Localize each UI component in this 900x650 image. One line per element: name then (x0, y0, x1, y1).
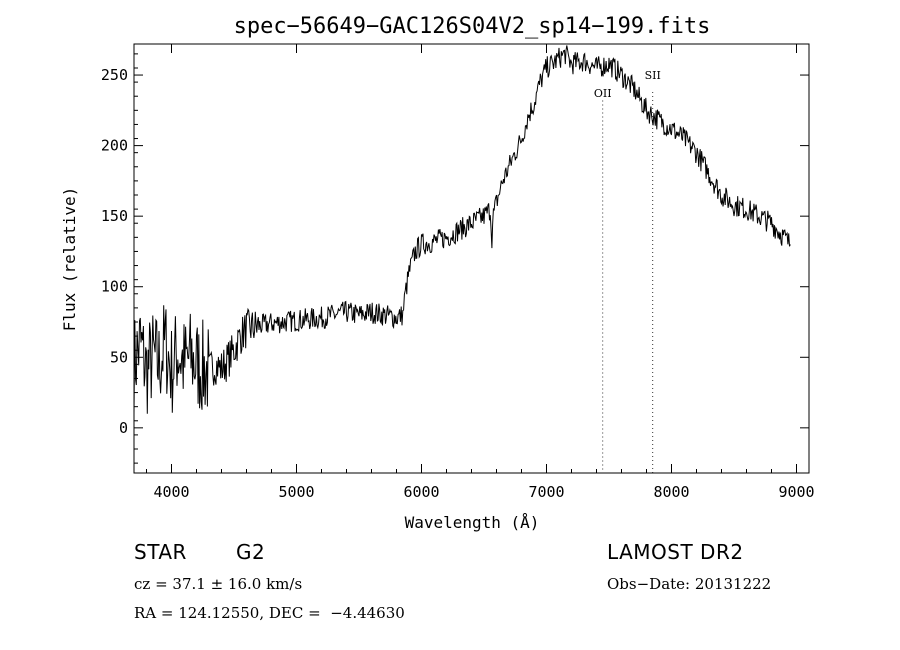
redshift-value: cz = 37.1 ± 16.0 km/s (134, 575, 303, 593)
spectrum-line (133, 45, 791, 414)
x-tick-label: 6000 (403, 483, 439, 501)
x-tick-label: 7000 (528, 483, 564, 501)
y-tick-label: 250 (101, 66, 128, 84)
feature-label-sii: SII (645, 69, 661, 82)
ra-dec-coordinates: RA = 124.12550, DEC = −4.44630 (134, 604, 405, 622)
object-subclass: G2 (236, 540, 266, 564)
observation-date: Obs−Date: 20131222 (607, 575, 772, 593)
plot-frame (133, 43, 810, 474)
x-tick-label: 5000 (278, 483, 314, 501)
y-tick-label: 50 (110, 348, 128, 366)
y-tick-label: 0 (119, 419, 128, 437)
survey-name: LAMOST DR2 (607, 540, 744, 564)
x-tick-label: 9000 (778, 483, 814, 501)
object-class: STAR (134, 540, 187, 564)
y-tick-label: 200 (101, 137, 128, 155)
y-tick-label: 100 (101, 278, 128, 296)
x-axis-label: Wavelength (Å) (405, 513, 540, 532)
feature-label-oii: OII (594, 87, 612, 100)
y-axis-label: Flux (relative) (60, 187, 79, 332)
x-tick-label: 4000 (153, 483, 189, 501)
x-tick-label: 8000 (653, 483, 689, 501)
chart-title: spec−56649−GAC126S04V2_sp14−199.fits (234, 14, 711, 39)
y-tick-label: 150 (101, 207, 128, 225)
